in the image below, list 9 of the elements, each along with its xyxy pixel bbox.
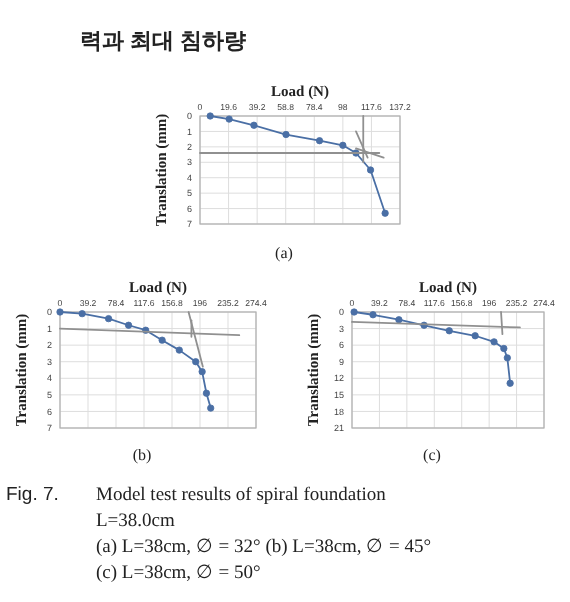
text: L=38.0cm: [96, 512, 176, 532]
text: (a) L=38cm, ∅ = 32° (b) L=38cm, ∅ = 45°: [96, 536, 432, 558]
text: (c) L=38cm, ∅ = 50°: [96, 562, 262, 584]
text: (a): [275, 244, 294, 262]
text: (c): [423, 446, 442, 464]
text: (b): [132, 446, 152, 464]
caption: Fig. 7.: [6, 484, 59, 506]
text: Model test results of spiral foundation: [96, 486, 387, 506]
text: 력과 최대 침하량: [80, 30, 247, 54]
